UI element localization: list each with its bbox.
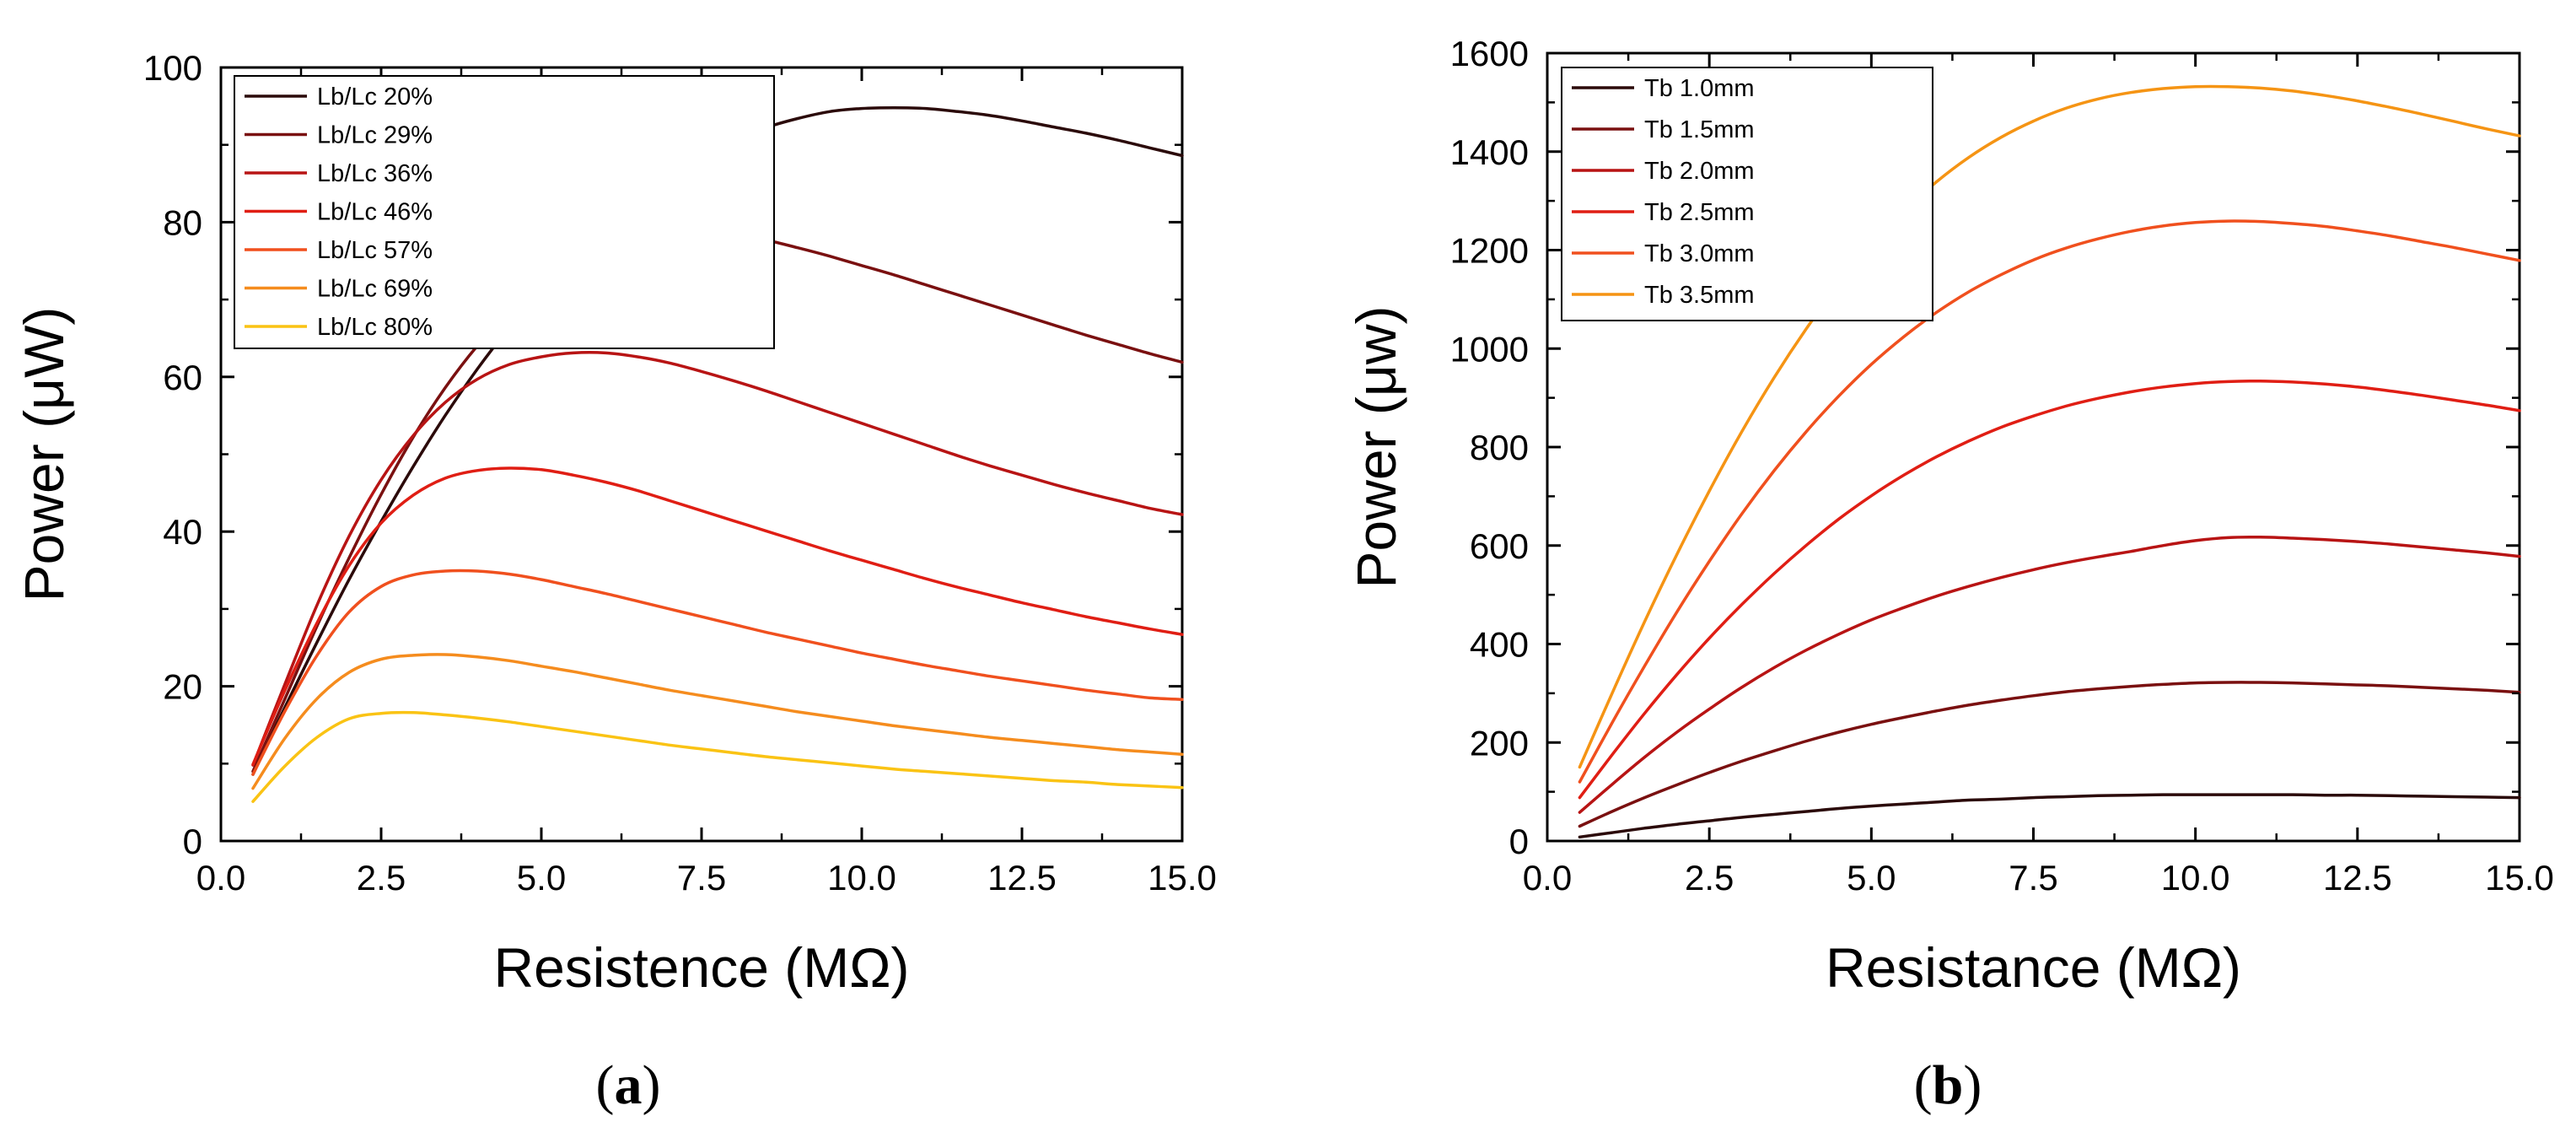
legend-label-a-4: Lb/Lc 46%	[317, 199, 433, 226]
panel-paren-open-a: (	[596, 1054, 615, 1116]
x-tick-label-a: 7.5	[677, 858, 726, 898]
y-tick-label-a: 100	[143, 48, 202, 88]
chart-panel-b: 0.0 2.5 5.0 7.5 10.0 12.5 15.0 0 200 400 600 800 100…	[1345, 34, 2554, 1116]
panel-paren-close-a: )	[643, 1054, 661, 1116]
panel-paren-close-b: )	[1963, 1054, 1982, 1116]
panel-paren-open-b: (	[1914, 1054, 1933, 1116]
y-tick-label-b: 600	[1470, 526, 1529, 566]
y-tick-label-b: 800	[1470, 428, 1529, 467]
legend-label-b-3: Tb 2.0mm	[1644, 158, 1755, 185]
legend-label-a-1: Lb/Lc 20%	[317, 84, 433, 111]
x-tick-label-a: 2.5	[357, 858, 406, 898]
series-line-b-3	[1578, 536, 2521, 814]
y-tick-label-b: 1200	[1450, 231, 1529, 271]
panel-letter-b: b	[1933, 1054, 1964, 1116]
series-line-a-4	[251, 466, 1184, 766]
y-tick-label-b: 200	[1470, 723, 1529, 763]
x-tick-label-a: 15.0	[1148, 858, 1217, 898]
legend-label-a-6: Lb/Lc 69%	[317, 276, 433, 303]
series-line-a-7	[251, 710, 1184, 803]
y-tick-label-b: 1600	[1450, 34, 1529, 73]
chart-panel-a: 0.0 2.5 5.0 7.5 10.0 12.5 15.0 0 20 40 60 80 100 Lb/…	[13, 48, 1217, 1116]
legend-label-a-3: Lb/Lc 36%	[317, 160, 433, 187]
panel-letter-a: a	[615, 1054, 643, 1116]
x-tick-label-a: 10.0	[827, 858, 896, 898]
axis-ticks-a: 0.0 2.5 5.0 7.5 10.0 12.5 15.0 0 20 40 60 80 100	[143, 48, 1217, 898]
x-tick-label-b: 10.0	[2161, 858, 2230, 898]
x-tick-label-a: 12.5	[987, 858, 1057, 898]
x-tick-label-b: 15.0	[2485, 858, 2554, 898]
legend-label-b-5: Tb 3.0mm	[1644, 240, 1755, 267]
panel-label-b: (b)	[1914, 1054, 1982, 1116]
y-tick-label-a: 0	[183, 822, 202, 861]
series-line-a-3	[251, 351, 1184, 767]
legend-b: Tb 1.0mm Tb 1.5mm Tb 2.0mm Tb 2.5mm Tb 3.0mm…	[1561, 67, 1933, 321]
x-axis-title-a: Resistence (MΩ)	[493, 936, 909, 999]
series-group-a	[251, 105, 1184, 803]
series-line-b-1	[1578, 793, 2521, 839]
x-tick-label-a: 0.0	[196, 858, 245, 898]
legend-box-b	[1561, 67, 1933, 321]
legend-label-b-1: Tb 1.0mm	[1644, 75, 1755, 102]
legend-box-a	[234, 75, 775, 349]
legend-label-b-2: Tb 1.5mm	[1644, 116, 1755, 143]
series-line-b-6	[1578, 84, 2521, 769]
series-line-b-2	[1578, 681, 2521, 828]
legend-a: Lb/Lc 20% Lb/Lc 29% Lb/Lc 36% Lb/Lc 46% Lb/L…	[234, 75, 775, 349]
x-axis-title-b: Resistance (MΩ)	[1826, 936, 2241, 999]
series-group-b	[1578, 84, 2521, 839]
series-line-b-4	[1578, 380, 2521, 800]
legend-label-a-7: Lb/Lc 80%	[317, 314, 433, 341]
series-line-a-6	[251, 653, 1184, 790]
x-tick-label-b: 7.5	[2009, 858, 2057, 898]
x-tick-label-a: 5.0	[517, 858, 566, 898]
x-tick-label-b: 5.0	[1847, 858, 1896, 898]
y-tick-label-b: 1400	[1450, 132, 1529, 172]
y-tick-label-b: 1000	[1450, 329, 1529, 369]
legend-label-a-2: Lb/Lc 29%	[317, 122, 433, 149]
y-tick-label-a: 20	[163, 667, 202, 707]
y-tick-label-b: 400	[1470, 625, 1529, 665]
y-tick-label-a: 40	[163, 512, 202, 552]
y-tick-label-a: 60	[163, 358, 202, 397]
y-tick-label-b: 0	[1509, 822, 1529, 861]
x-tick-label-b: 0.0	[1523, 858, 1572, 898]
series-line-a-5	[251, 569, 1184, 776]
x-tick-label-b: 2.5	[1685, 858, 1734, 898]
y-tick-label-a: 80	[163, 202, 202, 242]
y-axis-title-a: Power (μW)	[13, 307, 75, 602]
series-line-b-5	[1578, 219, 2521, 784]
x-tick-label-b: 12.5	[2323, 858, 2392, 898]
y-axis-title-b: Power (μw)	[1345, 305, 1407, 588]
axis-ticks-b: 0.0 2.5 5.0 7.5 10.0 12.5 15.0 0 200 400 600 800 100…	[1450, 34, 2554, 898]
legend-label-b-6: Tb 3.5mm	[1644, 282, 1755, 309]
panel-label-a: (a)	[596, 1054, 661, 1116]
legend-label-a-5: Lb/Lc 57%	[317, 237, 433, 264]
legend-label-b-4: Tb 2.5mm	[1644, 199, 1755, 226]
